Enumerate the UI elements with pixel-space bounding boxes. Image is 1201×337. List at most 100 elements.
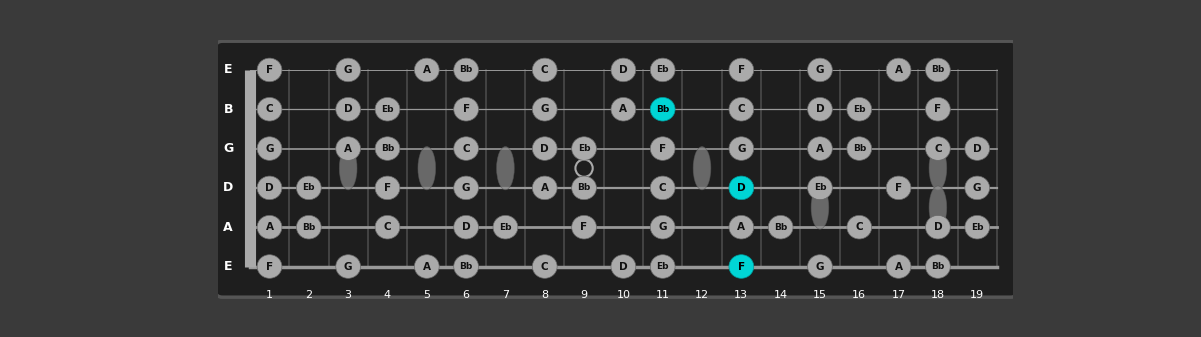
Ellipse shape (454, 215, 478, 239)
Ellipse shape (650, 97, 675, 121)
Ellipse shape (532, 137, 557, 160)
Ellipse shape (926, 137, 950, 160)
Ellipse shape (494, 215, 518, 239)
Text: Bb: Bb (460, 65, 473, 74)
Text: G: G (658, 222, 667, 232)
Text: A: A (895, 262, 903, 272)
Text: F: F (737, 262, 745, 272)
Text: F: F (895, 183, 902, 193)
Text: F: F (265, 65, 273, 75)
Ellipse shape (572, 215, 597, 239)
Ellipse shape (729, 97, 754, 121)
Text: A: A (265, 222, 274, 232)
Text: C: C (265, 104, 274, 114)
Ellipse shape (847, 97, 872, 121)
Ellipse shape (807, 176, 832, 200)
Text: 19: 19 (970, 290, 985, 300)
Text: Bb: Bb (303, 223, 316, 232)
Ellipse shape (340, 147, 357, 190)
Text: C: C (540, 262, 549, 272)
Text: A: A (815, 144, 824, 154)
Text: A: A (345, 144, 352, 154)
Ellipse shape (729, 176, 754, 200)
Ellipse shape (886, 255, 912, 278)
Text: D: D (223, 181, 233, 194)
Text: C: C (737, 104, 745, 114)
Text: D: D (462, 222, 471, 232)
Text: 14: 14 (773, 290, 788, 300)
Text: A: A (223, 221, 233, 234)
Ellipse shape (532, 255, 557, 278)
Text: 2: 2 (305, 290, 312, 300)
Text: Bb: Bb (773, 223, 788, 232)
Text: A: A (423, 262, 431, 272)
Ellipse shape (375, 137, 400, 160)
Ellipse shape (611, 97, 635, 121)
Text: A: A (423, 65, 431, 75)
Ellipse shape (375, 215, 400, 239)
Ellipse shape (454, 255, 478, 278)
Ellipse shape (454, 58, 478, 82)
Ellipse shape (807, 137, 832, 160)
Ellipse shape (418, 147, 436, 190)
Text: D: D (973, 144, 981, 154)
Ellipse shape (375, 176, 400, 200)
Ellipse shape (454, 97, 478, 121)
Ellipse shape (572, 176, 597, 200)
Text: 8: 8 (542, 290, 549, 300)
Text: 13: 13 (734, 290, 748, 300)
Text: 11: 11 (656, 290, 670, 300)
Ellipse shape (926, 97, 950, 121)
Text: A: A (895, 65, 903, 75)
Ellipse shape (729, 58, 754, 82)
Text: Eb: Eb (303, 183, 315, 192)
Ellipse shape (611, 255, 635, 278)
Ellipse shape (454, 176, 478, 200)
Ellipse shape (930, 147, 946, 190)
Text: F: F (934, 104, 942, 114)
Text: 9: 9 (580, 290, 587, 300)
Text: Eb: Eb (500, 223, 512, 232)
Text: Bb: Bb (656, 105, 669, 114)
Text: F: F (384, 183, 392, 193)
Text: E: E (225, 63, 233, 76)
Ellipse shape (650, 215, 675, 239)
Ellipse shape (807, 58, 832, 82)
Text: Bb: Bb (578, 183, 591, 192)
Text: B: B (223, 103, 233, 116)
Ellipse shape (532, 58, 557, 82)
Text: A: A (540, 183, 549, 193)
Text: D: D (933, 222, 943, 232)
Ellipse shape (807, 97, 832, 121)
Text: 1: 1 (267, 290, 273, 300)
Text: G: G (815, 262, 824, 272)
Ellipse shape (650, 58, 675, 82)
Text: D: D (265, 183, 274, 193)
Text: F: F (580, 222, 587, 232)
Text: A: A (620, 104, 627, 114)
Text: 18: 18 (931, 290, 945, 300)
FancyBboxPatch shape (215, 41, 1017, 297)
Text: Eb: Eb (814, 183, 826, 192)
Text: D: D (815, 104, 824, 114)
Ellipse shape (926, 215, 950, 239)
Text: D: D (619, 262, 628, 272)
Text: F: F (659, 144, 667, 154)
Text: Eb: Eb (970, 223, 984, 232)
Ellipse shape (297, 176, 321, 200)
Ellipse shape (257, 176, 282, 200)
Text: 12: 12 (695, 290, 709, 300)
Text: G: G (540, 104, 549, 114)
Text: D: D (737, 183, 746, 193)
Ellipse shape (886, 58, 912, 82)
Ellipse shape (964, 176, 990, 200)
Text: D: D (343, 104, 352, 114)
Text: F: F (737, 65, 745, 75)
Ellipse shape (807, 255, 832, 278)
Text: C: C (383, 222, 392, 232)
Ellipse shape (297, 215, 321, 239)
Ellipse shape (532, 97, 557, 121)
Ellipse shape (257, 97, 282, 121)
Text: 17: 17 (891, 290, 906, 300)
Ellipse shape (257, 255, 282, 278)
